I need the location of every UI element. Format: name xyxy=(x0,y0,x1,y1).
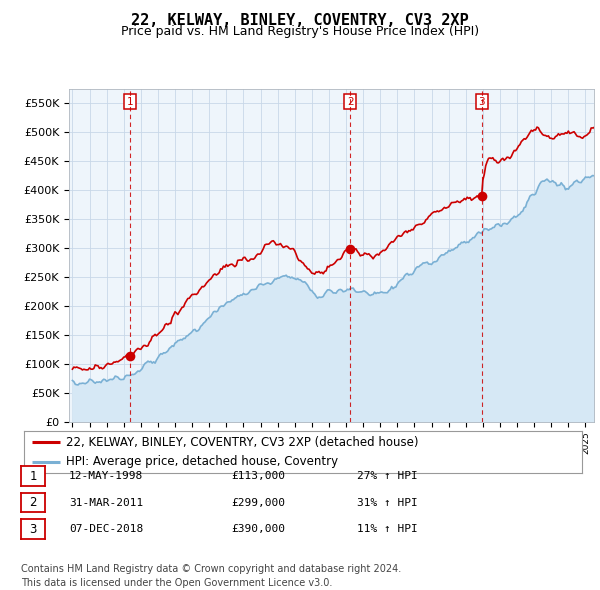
Text: HPI: Average price, detached house, Coventry: HPI: Average price, detached house, Cove… xyxy=(66,455,338,468)
Text: 11% ↑ HPI: 11% ↑ HPI xyxy=(357,525,418,534)
Text: 3: 3 xyxy=(478,97,485,107)
Text: 3: 3 xyxy=(29,523,37,536)
Text: £299,000: £299,000 xyxy=(231,498,285,507)
Text: 27% ↑ HPI: 27% ↑ HPI xyxy=(357,471,418,481)
Text: 31-MAR-2011: 31-MAR-2011 xyxy=(69,498,143,507)
Text: 2: 2 xyxy=(347,97,353,107)
Text: 22, KELWAY, BINLEY, COVENTRY, CV3 2XP (detached house): 22, KELWAY, BINLEY, COVENTRY, CV3 2XP (d… xyxy=(66,435,418,448)
Text: £390,000: £390,000 xyxy=(231,525,285,534)
Text: £113,000: £113,000 xyxy=(231,471,285,481)
Text: 1: 1 xyxy=(29,470,37,483)
Text: Contains HM Land Registry data © Crown copyright and database right 2024.
This d: Contains HM Land Registry data © Crown c… xyxy=(21,565,401,588)
Text: 1: 1 xyxy=(127,97,133,107)
Text: 12-MAY-1998: 12-MAY-1998 xyxy=(69,471,143,481)
Text: 2: 2 xyxy=(29,496,37,509)
Text: 31% ↑ HPI: 31% ↑ HPI xyxy=(357,498,418,507)
Text: 22, KELWAY, BINLEY, COVENTRY, CV3 2XP: 22, KELWAY, BINLEY, COVENTRY, CV3 2XP xyxy=(131,13,469,28)
Text: Price paid vs. HM Land Registry's House Price Index (HPI): Price paid vs. HM Land Registry's House … xyxy=(121,25,479,38)
Text: 07-DEC-2018: 07-DEC-2018 xyxy=(69,525,143,534)
